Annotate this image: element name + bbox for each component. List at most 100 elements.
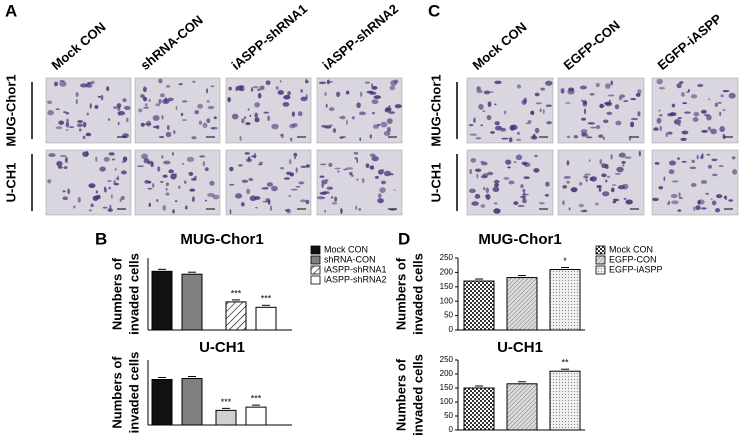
invaded-cell — [204, 199, 207, 202]
invaded-cell — [534, 127, 540, 134]
legend-swatch — [310, 245, 321, 255]
invaded-cell — [635, 92, 641, 97]
invaded-cell — [283, 177, 291, 180]
invaded-cell — [89, 103, 92, 109]
invaded-cell — [371, 85, 378, 90]
invaded-cell — [165, 192, 170, 196]
invaded-cell — [718, 165, 724, 168]
invaded-cell — [384, 107, 392, 112]
invaded-cell — [707, 164, 712, 169]
invaded-cell — [238, 86, 245, 92]
invaded-cell — [300, 88, 304, 93]
invaded-cell — [293, 152, 298, 157]
invaded-cell — [252, 85, 259, 89]
invaded-cell — [58, 120, 65, 125]
invaded-cell — [535, 102, 543, 105]
invaded-cell — [63, 166, 68, 169]
significance-label: *** — [251, 394, 262, 404]
invaded-cell — [562, 184, 568, 189]
invaded-cell — [78, 128, 82, 132]
invaded-cell — [298, 181, 305, 185]
invaded-cell — [290, 137, 293, 142]
invaded-cell — [192, 196, 195, 203]
invaded-cell — [119, 198, 122, 203]
micrograph — [316, 149, 403, 216]
invaded-cell — [364, 81, 371, 84]
invaded-cell — [700, 207, 707, 210]
invaded-cell — [65, 121, 70, 128]
bar — [549, 269, 581, 331]
invaded-cell — [111, 158, 116, 161]
y-axis-label: invaded cells — [410, 354, 425, 435]
invaded-cell — [683, 111, 691, 114]
invaded-cell — [123, 105, 131, 111]
invaded-cell — [206, 88, 208, 94]
invaded-cell — [494, 121, 500, 126]
invaded-cell — [85, 132, 92, 137]
invaded-cell — [523, 176, 530, 180]
column-label: iASPP-shRNA1 — [228, 1, 310, 73]
invaded-cell — [710, 128, 717, 135]
invaded-cell — [59, 81, 67, 87]
significance-label: ** — [561, 358, 569, 368]
invaded-cell — [583, 108, 587, 115]
invaded-cell — [381, 169, 385, 171]
invaded-cell — [337, 170, 340, 173]
invaded-cell — [468, 124, 474, 127]
invaded-cell — [678, 192, 681, 199]
invaded-cell — [494, 125, 503, 131]
invaded-cell — [652, 197, 659, 202]
invaded-cell — [719, 126, 725, 132]
invaded-cell — [166, 125, 170, 131]
invaded-cell — [695, 205, 701, 211]
micrograph — [651, 149, 739, 216]
invaded-cell — [539, 108, 542, 113]
invaded-cell — [579, 181, 583, 186]
invaded-cell — [716, 194, 723, 199]
invaded-cell — [566, 160, 570, 166]
invaded-cell — [343, 168, 348, 171]
legend-swatch — [595, 245, 606, 255]
bar — [225, 301, 247, 331]
invaded-cell — [722, 109, 726, 111]
invaded-cell — [142, 96, 148, 102]
invaded-cell — [326, 186, 334, 190]
invaded-cell — [588, 159, 591, 162]
invaded-cell — [670, 193, 678, 199]
y-axis-label: invaded cells — [126, 352, 141, 434]
invaded-cell — [206, 99, 210, 103]
invaded-cell — [700, 180, 708, 185]
invaded-cell — [182, 118, 187, 121]
invaded-cell — [85, 150, 89, 157]
invaded-cell — [621, 160, 626, 164]
invaded-cell — [206, 118, 211, 124]
invaded-cell — [305, 164, 310, 168]
invaded-cell — [371, 111, 375, 115]
invaded-cell — [174, 200, 178, 203]
invaded-cell — [102, 206, 108, 209]
invaded-cell — [687, 88, 690, 93]
invaded-cell — [241, 118, 245, 124]
invaded-cell — [110, 194, 113, 199]
invaded-cell — [160, 93, 165, 98]
invaded-cell — [270, 205, 272, 212]
invaded-cell — [95, 156, 98, 162]
invaded-cell — [545, 104, 553, 107]
invaded-cell — [118, 113, 121, 116]
invaded-cell — [389, 85, 396, 91]
chart-title: U-CH1 — [497, 339, 543, 356]
invaded-cell — [589, 93, 595, 96]
invaded-cell — [319, 163, 327, 166]
invaded-cell — [667, 112, 674, 117]
invaded-cell — [622, 164, 625, 167]
invaded-cell — [165, 187, 168, 191]
invaded-cell — [614, 172, 621, 175]
invaded-cell — [55, 108, 60, 111]
invaded-cell — [212, 194, 220, 200]
invaded-cell — [509, 124, 516, 131]
invaded-cell — [478, 103, 484, 110]
invaded-cell — [475, 137, 482, 140]
invaded-cell — [285, 171, 292, 176]
invaded-cell — [369, 91, 377, 95]
invaded-cell — [719, 111, 722, 116]
